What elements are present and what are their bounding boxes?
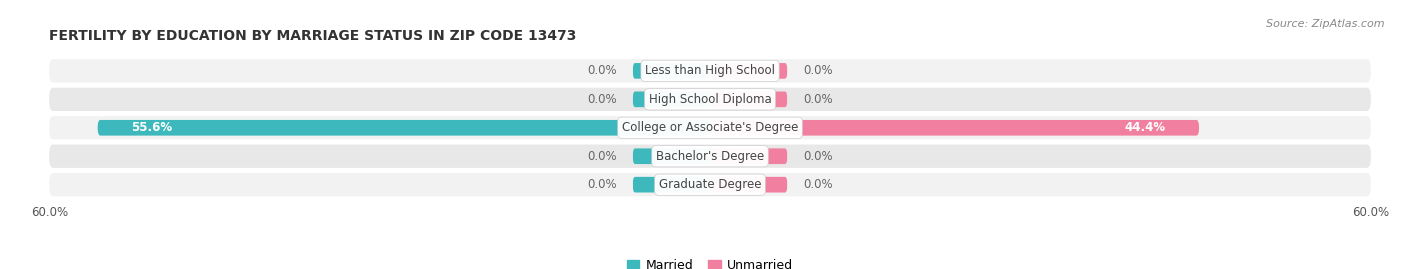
Text: 0.0%: 0.0%	[586, 178, 616, 191]
Text: 0.0%: 0.0%	[586, 93, 616, 106]
Text: Source: ZipAtlas.com: Source: ZipAtlas.com	[1267, 19, 1385, 29]
FancyBboxPatch shape	[710, 91, 787, 107]
Text: 0.0%: 0.0%	[804, 178, 834, 191]
FancyBboxPatch shape	[49, 116, 1371, 139]
Text: Graduate Degree: Graduate Degree	[659, 178, 761, 191]
FancyBboxPatch shape	[710, 63, 787, 79]
FancyBboxPatch shape	[710, 120, 1199, 136]
FancyBboxPatch shape	[97, 120, 710, 136]
FancyBboxPatch shape	[710, 177, 787, 193]
FancyBboxPatch shape	[633, 148, 710, 164]
Text: 0.0%: 0.0%	[804, 93, 834, 106]
FancyBboxPatch shape	[710, 148, 787, 164]
FancyBboxPatch shape	[49, 173, 1371, 196]
FancyBboxPatch shape	[49, 59, 1371, 83]
Text: 0.0%: 0.0%	[804, 64, 834, 77]
FancyBboxPatch shape	[49, 144, 1371, 168]
Text: Less than High School: Less than High School	[645, 64, 775, 77]
Text: High School Diploma: High School Diploma	[648, 93, 772, 106]
Text: 0.0%: 0.0%	[586, 64, 616, 77]
Text: 0.0%: 0.0%	[586, 150, 616, 163]
FancyBboxPatch shape	[633, 91, 710, 107]
Text: 44.4%: 44.4%	[1125, 121, 1166, 134]
FancyBboxPatch shape	[633, 177, 710, 193]
Text: College or Associate's Degree: College or Associate's Degree	[621, 121, 799, 134]
Text: Bachelor's Degree: Bachelor's Degree	[657, 150, 763, 163]
FancyBboxPatch shape	[633, 63, 710, 79]
FancyBboxPatch shape	[49, 88, 1371, 111]
Text: FERTILITY BY EDUCATION BY MARRIAGE STATUS IN ZIP CODE 13473: FERTILITY BY EDUCATION BY MARRIAGE STATU…	[49, 29, 576, 43]
Text: 0.0%: 0.0%	[804, 150, 834, 163]
Legend: Married, Unmarried: Married, Unmarried	[621, 254, 799, 269]
Text: 55.6%: 55.6%	[131, 121, 172, 134]
